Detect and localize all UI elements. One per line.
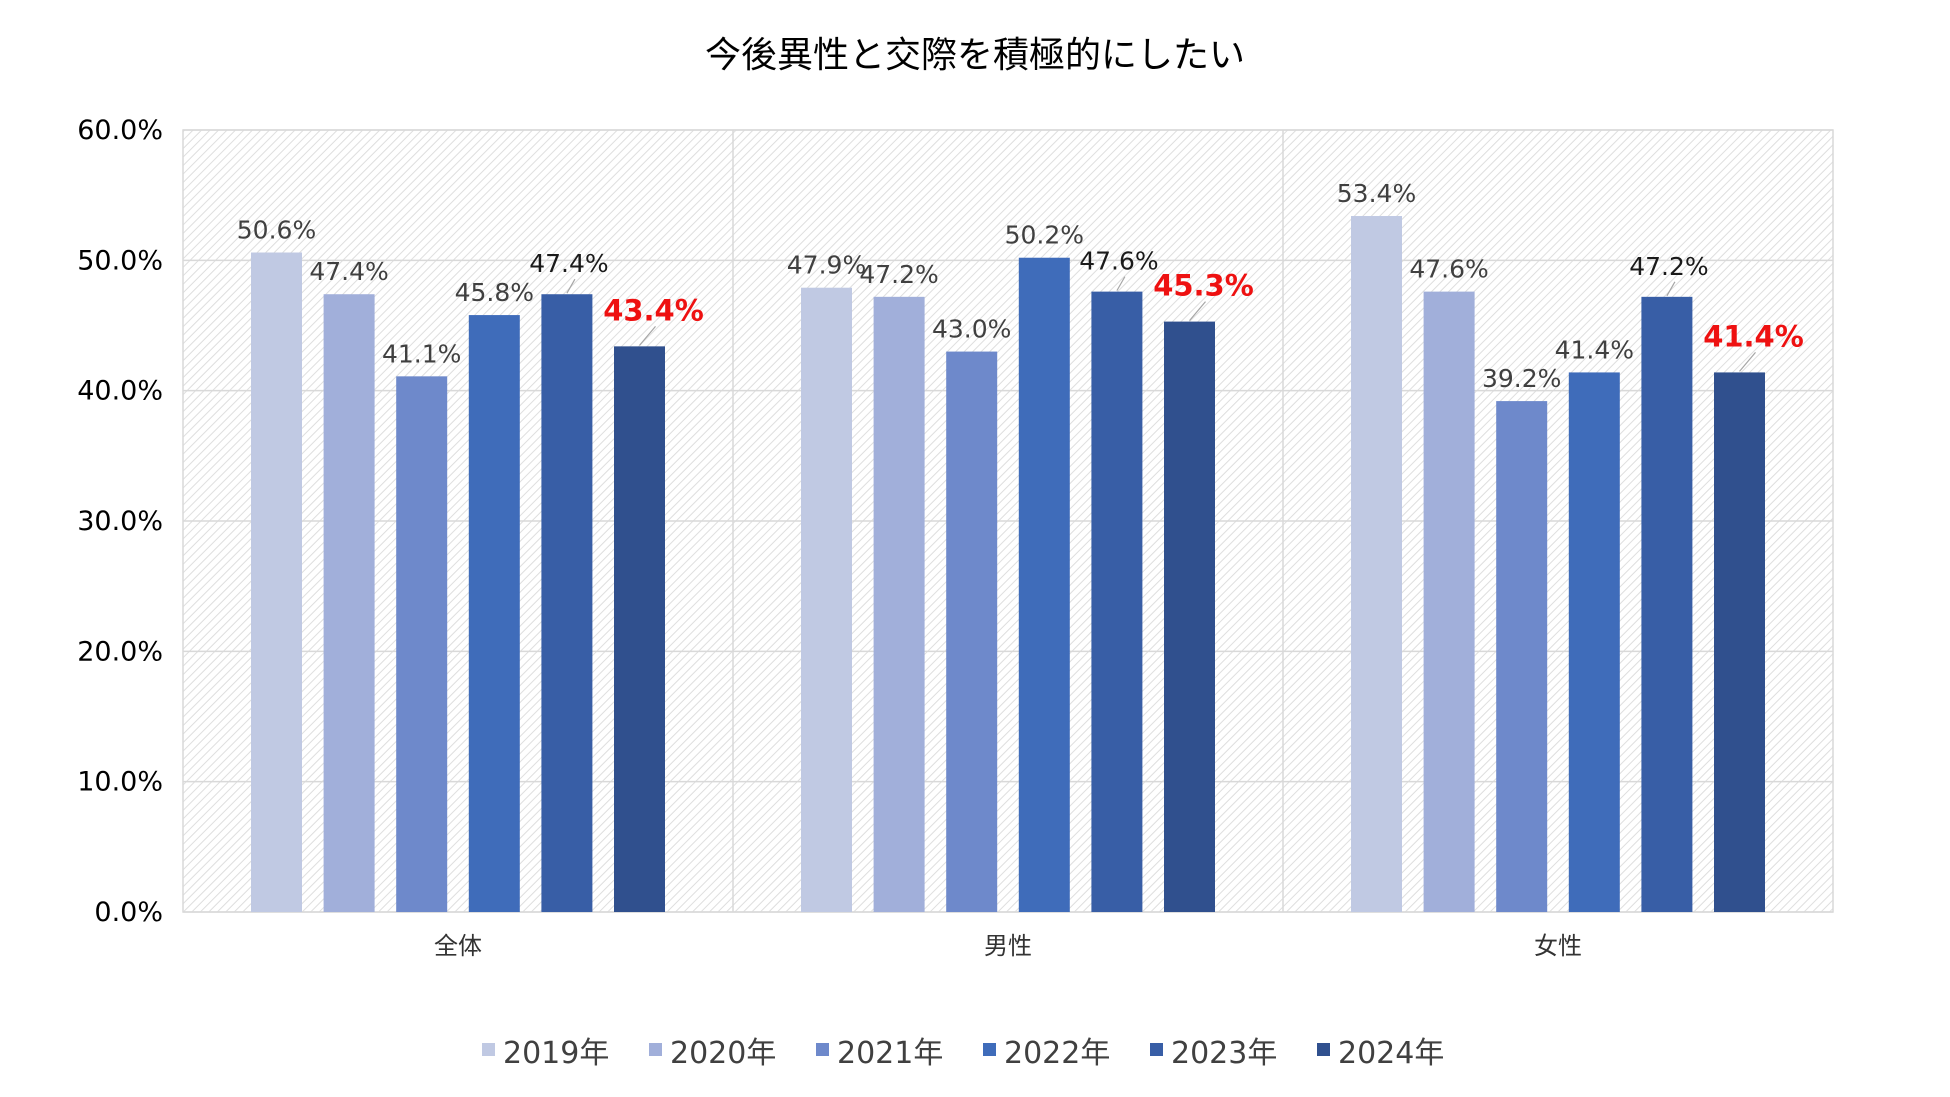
data-label: 47.4% bbox=[309, 257, 388, 286]
leader-line bbox=[566, 278, 576, 294]
bar bbox=[1351, 216, 1402, 912]
bar bbox=[323, 294, 375, 913]
bar bbox=[1641, 296, 1693, 912]
y-tick-label: 50.0% bbox=[77, 245, 163, 276]
y-tick-label: 60.0% bbox=[77, 115, 163, 146]
y-tick-label: 0.0% bbox=[94, 897, 163, 928]
data-label: 47.6% bbox=[1409, 255, 1488, 284]
legend-swatch bbox=[649, 1043, 662, 1056]
data-label: 39.2% bbox=[1482, 364, 1561, 393]
category-label: 女性 bbox=[1534, 932, 1582, 960]
data-label: 47.2% bbox=[1629, 252, 1708, 281]
legend-swatch bbox=[1150, 1043, 1163, 1056]
leader-line bbox=[1116, 276, 1126, 291]
bar bbox=[614, 346, 665, 912]
bar bbox=[873, 296, 925, 912]
legend-label: 2024年 bbox=[1338, 1036, 1444, 1071]
category-label: 全体 bbox=[434, 932, 482, 960]
x-axis-categories: 全体 男性 女性 bbox=[434, 932, 1582, 960]
data-label: 53.4% bbox=[1337, 179, 1416, 208]
y-tick-label: 10.0% bbox=[77, 767, 163, 798]
data-label: 47.6% bbox=[1079, 247, 1158, 276]
data-label: 43.0% bbox=[932, 315, 1011, 344]
data-label: 45.3% bbox=[1153, 269, 1254, 303]
data-label: 50.6% bbox=[237, 216, 316, 245]
data-label: 45.8% bbox=[455, 278, 534, 307]
bar bbox=[1496, 401, 1548, 912]
bar bbox=[1091, 291, 1143, 912]
y-tick-label: 30.0% bbox=[77, 506, 163, 537]
y-axis-ticks: 0.0% 10.0% 20.0% 30.0% 40.0% 50.0% 60.0% bbox=[77, 115, 163, 928]
leader-line bbox=[1189, 301, 1206, 321]
data-label: 50.2% bbox=[1005, 221, 1084, 250]
legend-label: 2020年 bbox=[670, 1036, 776, 1071]
legend: 2019年 2020年 2021年 2022年 2023年 2024年 bbox=[482, 1036, 1444, 1071]
bar bbox=[1164, 321, 1215, 913]
bar bbox=[1568, 372, 1620, 912]
bar bbox=[468, 315, 520, 912]
data-label: 47.2% bbox=[859, 260, 938, 289]
bars bbox=[251, 216, 1765, 913]
chart-title: 今後異性と交際を積極的にしたい bbox=[705, 35, 1245, 76]
y-tick-label: 40.0% bbox=[77, 376, 163, 407]
legend-swatch bbox=[816, 1043, 829, 1056]
y-tick-label: 20.0% bbox=[77, 636, 163, 667]
bar bbox=[541, 294, 593, 913]
data-label: 47.9% bbox=[787, 251, 866, 280]
leader-line bbox=[639, 325, 656, 346]
bar bbox=[396, 376, 448, 913]
data-labels: 50.6%47.4%41.1%45.8%47.4%43.4%47.9%47.2%… bbox=[237, 179, 1804, 393]
legend-label: 2023年 bbox=[1171, 1036, 1277, 1071]
category-label: 男性 bbox=[984, 932, 1032, 960]
gridlines bbox=[183, 129, 1833, 913]
bar bbox=[1018, 257, 1070, 912]
legend-label: 2019年 bbox=[503, 1036, 609, 1071]
legend-swatch bbox=[983, 1043, 996, 1056]
bar bbox=[1423, 291, 1475, 912]
bar bbox=[946, 351, 998, 913]
legend-swatch bbox=[482, 1043, 495, 1056]
legend-swatch bbox=[1317, 1043, 1330, 1056]
legend-label: 2022年 bbox=[1004, 1036, 1110, 1071]
data-label: 41.4% bbox=[1703, 319, 1804, 353]
bar bbox=[251, 252, 302, 913]
data-label: 43.4% bbox=[603, 293, 704, 327]
leader-line bbox=[1739, 352, 1756, 372]
leader-line bbox=[1666, 281, 1676, 297]
data-label: 41.1% bbox=[382, 339, 461, 368]
bar bbox=[1714, 372, 1765, 912]
legend-label: 2021年 bbox=[837, 1036, 943, 1071]
data-label: 41.4% bbox=[1555, 335, 1634, 364]
bar bbox=[801, 287, 852, 912]
data-label: 47.4% bbox=[529, 249, 608, 278]
